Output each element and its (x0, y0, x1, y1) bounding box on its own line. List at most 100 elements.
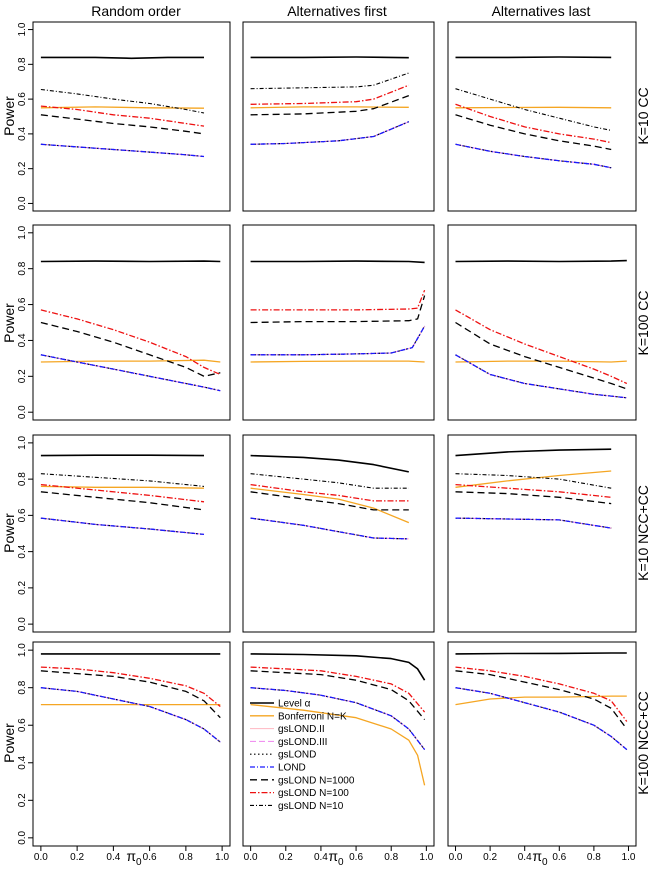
y-tick-label: 1.0 (17, 435, 28, 449)
series-n1000-line (250, 295, 426, 324)
series-bonf-line (250, 703, 426, 786)
series-lond-line (40, 687, 221, 743)
y-tick-label: 0.0 (17, 830, 28, 844)
panel-frame (447, 641, 637, 847)
x-tick-label: 0.0 (244, 852, 258, 863)
legend-label-lond: LOND (278, 763, 306, 774)
xlabel-pi: π (126, 848, 136, 864)
legend-label-gs2: gsLOND.II (278, 724, 325, 735)
series-n10-line (40, 473, 205, 487)
panel-frame (447, 434, 637, 633)
xlabel-subscript: 0 (542, 857, 548, 868)
legend-label-n10: gsLOND N=10 (278, 801, 344, 812)
series-n1000-line (455, 321, 628, 390)
x-tick-label: 0.2 (483, 852, 497, 863)
series-bonf-line (455, 106, 612, 109)
ylabel-row-1: Power (1, 96, 17, 136)
row-label-k100-cc: K=100 CC (635, 291, 651, 356)
y-tick-label: 0.6 (17, 92, 28, 106)
y-tick-label: 0.8 (17, 261, 28, 275)
y-tick-label: 0.4 (17, 333, 28, 347)
series-level-line (250, 454, 409, 473)
series-bonf-line (40, 359, 221, 363)
series-lond-line (40, 143, 205, 158)
series-n10-line (40, 88, 205, 114)
series-level-line (455, 652, 627, 655)
xlabel-pi: π (532, 848, 542, 864)
series-lond-line (455, 354, 627, 399)
y-tick-label: 0.2 (17, 793, 28, 807)
series-level-line (455, 448, 612, 457)
xlabel-subscript: 0 (338, 857, 344, 868)
panel-frame (32, 224, 231, 421)
series-gs-line (250, 517, 409, 540)
series-level-line (455, 259, 627, 263)
panel-frame (242, 21, 435, 212)
y-tick-label: 0.6 (17, 718, 28, 732)
panel-frame (242, 641, 435, 847)
series-gs-line (40, 517, 205, 535)
series-gs-line (455, 143, 612, 169)
legend-label-level: Level α (278, 699, 311, 710)
col-title-random-order: Random order (91, 3, 181, 19)
y-tick-label: 1.0 (17, 643, 28, 657)
y-tick-label: 0.6 (17, 508, 28, 522)
legend-label-n1000: gsLOND N=1000 (278, 775, 355, 786)
series-n1000-line (455, 114, 612, 151)
ylabel-row-3: Power (1, 513, 17, 553)
series-lond-line (250, 121, 410, 145)
series-gs3-line (250, 687, 425, 750)
y-tick-label: 1.0 (17, 225, 28, 239)
series-n1000-line (250, 94, 410, 116)
series-n10-line (455, 88, 612, 131)
series-n100-line (455, 103, 612, 144)
series-lond-line (40, 517, 205, 536)
series-n1000-line (250, 670, 426, 721)
x-tick-label: 0.4 (106, 852, 120, 863)
ylabel-row-4: Power (1, 723, 17, 763)
series-level-line (250, 653, 426, 681)
series-gs-line (40, 143, 205, 158)
panel-r2-c1: 0.0 0.2 0.4 0.6 0.8 1.0 (17, 224, 231, 421)
panel-frame (32, 641, 231, 847)
series-lond-line (250, 325, 426, 356)
y-tick-label: 0.0 (17, 196, 28, 210)
series-lond-line (250, 517, 409, 540)
xlabel-col-2: π0 (328, 848, 344, 868)
y-tick-label: 0.8 (17, 57, 28, 71)
y-tick-label: 0.4 (17, 544, 28, 558)
y-tick-label: 1.0 (17, 22, 28, 36)
series-n100-line (455, 309, 628, 385)
y-tick-label: 0.6 (17, 297, 28, 311)
column-titles: Random order Alternatives first Alternat… (91, 3, 590, 19)
series-n10-line (250, 473, 409, 489)
series-n100-line (250, 289, 426, 311)
x-tick-label: 0.6 (143, 852, 157, 863)
y-tick-label: 0.8 (17, 472, 28, 486)
col-title-alternatives-last: Alternatives last (492, 3, 591, 19)
series-n1000-line (40, 114, 205, 135)
series-lond-line (455, 517, 612, 529)
y-tick-label: 0.2 (17, 580, 28, 594)
series-n1000-line (250, 491, 409, 511)
x-tick-label: 0.8 (179, 852, 193, 863)
x-tick-label: 0.2 (70, 852, 84, 863)
series-n10-line (250, 72, 409, 90)
row-label-k10-ncc-cc: K=10 NCC+CC (635, 485, 651, 581)
series-bonf-line (455, 470, 612, 488)
series-n100-line (250, 666, 426, 713)
panel-r4-c2: 0.0 0.2 0.4 0.6 0.8 1.0 (242, 641, 435, 863)
series-lond-line (455, 143, 612, 169)
panel-frame (32, 21, 231, 212)
y-tick-label: 0.0 (17, 617, 28, 631)
panel-r2-c3 (447, 224, 637, 421)
series-gs2-line (250, 325, 426, 356)
x-tick-label: 0.6 (349, 852, 363, 863)
legend-label-gs3: gsLOND.III (278, 737, 327, 748)
x-tick-label: 0.4 (314, 852, 328, 863)
y-tick-label: 0.4 (17, 755, 28, 769)
x-axis-labels: π0 π0 π0 (126, 848, 548, 868)
series-level-line (40, 56, 204, 60)
series-gs2-line (250, 121, 409, 145)
panel-r1-c1: 0.0 0.2 0.4 0.6 0.8 1.0 (17, 21, 231, 212)
